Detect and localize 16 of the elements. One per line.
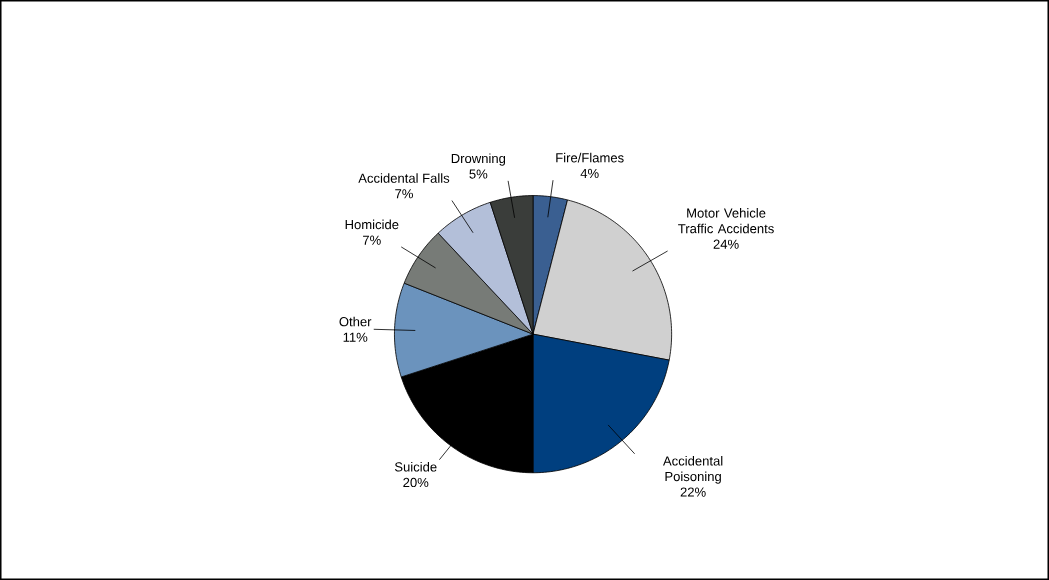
slice-label: Homicide — [345, 219, 399, 230]
data-label: 11% — [343, 332, 368, 342]
data-label: 24% — [713, 239, 739, 249]
data-label: 7% — [395, 189, 413, 199]
slice-label: Drowning — [451, 153, 506, 166]
slice-label: Suicide — [394, 461, 437, 472]
data-label: 4% — [580, 168, 599, 178]
data-label: 22% — [680, 487, 706, 497]
data-label: 7% — [363, 235, 381, 245]
slice-label: Accidental Falls — [358, 173, 450, 183]
slice-label: Accidental Poisoning — [663, 455, 723, 484]
slice-label: Motor Vehicle Traffic Accidents — [678, 208, 774, 234]
data-label: 5% — [469, 169, 488, 179]
data-label: 20% — [403, 477, 429, 488]
slice-label: Other — [339, 316, 372, 327]
slice-label: Fire/Flames — [556, 152, 624, 163]
